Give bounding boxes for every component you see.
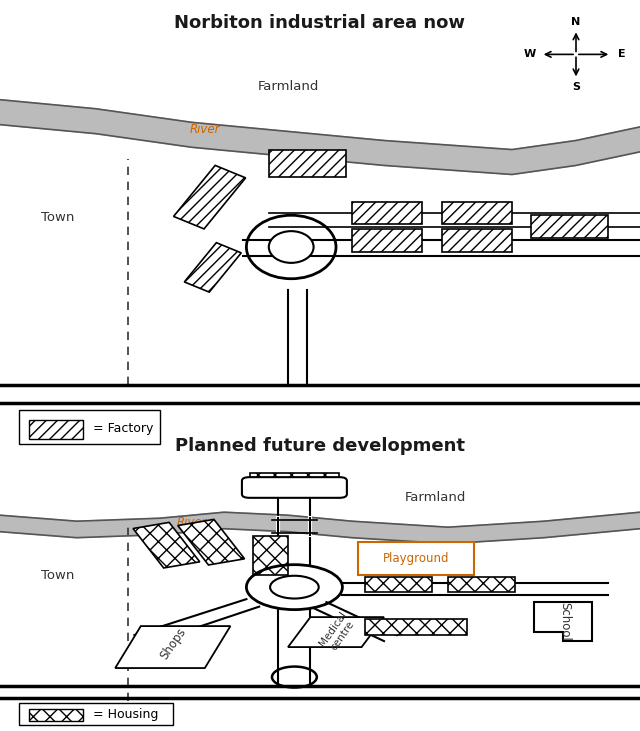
FancyBboxPatch shape: [19, 702, 173, 725]
Polygon shape: [115, 626, 230, 668]
Circle shape: [269, 231, 314, 263]
Text: Playground: Playground: [383, 552, 449, 565]
Polygon shape: [534, 602, 592, 641]
Text: E: E: [618, 50, 626, 59]
Text: River: River: [189, 123, 220, 136]
Text: = Factory: = Factory: [93, 422, 153, 435]
Polygon shape: [178, 520, 244, 565]
FancyBboxPatch shape: [253, 537, 288, 575]
FancyBboxPatch shape: [358, 542, 474, 575]
FancyBboxPatch shape: [442, 202, 512, 224]
Polygon shape: [184, 243, 241, 292]
Text: River: River: [177, 516, 207, 529]
FancyBboxPatch shape: [250, 473, 339, 490]
Text: School: School: [558, 602, 571, 641]
FancyBboxPatch shape: [29, 709, 83, 721]
FancyBboxPatch shape: [365, 618, 467, 635]
Text: W: W: [524, 50, 536, 59]
Text: Town: Town: [41, 211, 74, 224]
FancyBboxPatch shape: [531, 215, 608, 238]
FancyBboxPatch shape: [352, 229, 422, 251]
FancyBboxPatch shape: [269, 150, 346, 177]
FancyBboxPatch shape: [29, 420, 83, 439]
Text: N: N: [572, 17, 580, 27]
Text: Planned future development: Planned future development: [175, 437, 465, 455]
Text: Shops: Shops: [157, 626, 188, 662]
Circle shape: [270, 576, 319, 599]
Polygon shape: [173, 165, 246, 229]
FancyBboxPatch shape: [352, 202, 422, 224]
Polygon shape: [133, 523, 200, 568]
FancyBboxPatch shape: [19, 410, 160, 444]
FancyBboxPatch shape: [448, 577, 515, 591]
FancyBboxPatch shape: [365, 577, 432, 591]
FancyBboxPatch shape: [242, 477, 347, 498]
FancyBboxPatch shape: [442, 229, 512, 251]
Text: Medical
centre: Medical centre: [317, 610, 358, 655]
Text: Farmland: Farmland: [404, 491, 466, 504]
Text: = Housing: = Housing: [93, 708, 158, 721]
Text: Norbiton industrial area now: Norbiton industrial area now: [175, 14, 465, 31]
Text: Town: Town: [41, 569, 74, 582]
Text: S: S: [572, 82, 580, 92]
Text: Farmland: Farmland: [257, 80, 319, 93]
Polygon shape: [288, 617, 384, 647]
